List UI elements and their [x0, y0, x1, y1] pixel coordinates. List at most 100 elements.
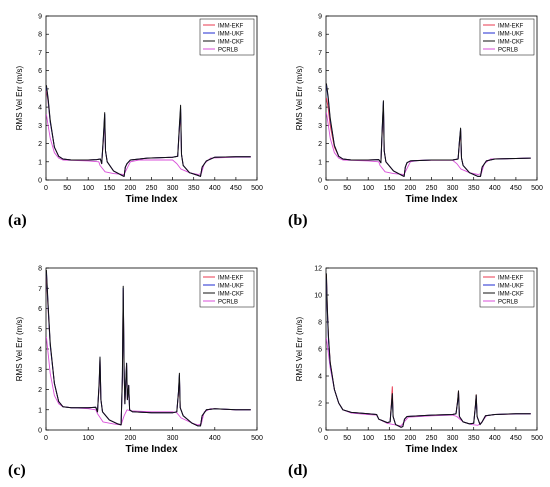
chart-panel-1: 0 50 100 150 200 250 300 350 400 450 500 0 1 2 3 4 5 6 7 8 9…: [295, 14, 543, 206]
x-tick-label: 400: [209, 435, 221, 442]
x-axis-label: Time Index: [125, 444, 177, 455]
x-tick-label: 100: [362, 435, 374, 442]
chart-panel-2: 0 100 200 300 400 500 0 1 2 3 4 5 6 7 8 Time Index RMS V…: [15, 266, 263, 456]
y-tick-label: 10: [314, 293, 322, 300]
y-tick-label: 1: [38, 159, 42, 166]
panel-label-d: (d): [288, 462, 308, 479]
y-tick-label: 7: [38, 50, 42, 57]
x-tick-label: 100: [82, 185, 94, 192]
series-line-imm-ckf: [45, 85, 251, 177]
series-line-imm-ckf: [325, 273, 531, 428]
panel-label-b: (b): [288, 212, 308, 229]
x-tick-label: 250: [146, 185, 158, 192]
x-tick-label: 50: [343, 185, 351, 192]
x-tick-label: 50: [343, 435, 351, 442]
x-axis-label: Time Index: [405, 194, 457, 205]
legend-entry: PCRLB: [498, 47, 518, 53]
y-tick-label: 1: [318, 159, 322, 166]
y-tick-label: 2: [38, 387, 42, 394]
y-tick-label: 5: [38, 86, 42, 93]
legend-entry: PCRLB: [498, 299, 518, 305]
y-tick-label: 5: [318, 86, 322, 93]
y-tick-label: 8: [38, 266, 42, 273]
x-tick-label: 500: [251, 185, 263, 192]
x-tick-label: 400: [489, 435, 501, 442]
y-tick-label: 8: [38, 32, 42, 39]
y-tick-label: 4: [318, 105, 322, 112]
x-tick-label: 200: [125, 185, 137, 192]
x-tick-label: 400: [209, 185, 221, 192]
legend-entry: IMM-EKF: [218, 23, 244, 29]
y-tick-label: 4: [38, 105, 42, 112]
legend-entry: IMM-CKF: [498, 39, 524, 45]
legend-entry: IMM-UKF: [498, 31, 524, 37]
legend-entry: PCRLB: [218, 299, 238, 305]
y-tick-label: 4: [38, 347, 42, 354]
series-line-pcrlb: [45, 336, 251, 426]
y-axis-label: RMS Vel Err (m/s): [15, 65, 24, 130]
series-line-imm-ukf: [45, 87, 251, 177]
legend-entry: IMM-EKF: [218, 275, 244, 281]
panel-label-c: (c): [8, 462, 26, 479]
chart-panel-3: 0 50 100 150 200 250 300 350 400 450 500 0 2 4 6 8 10 12 T…: [295, 266, 543, 456]
y-tick-label: 0: [38, 178, 42, 185]
y-tick-label: 4: [318, 374, 322, 381]
legend-entry: IMM-UKF: [498, 283, 524, 289]
y-tick-label: 0: [318, 428, 322, 435]
y-tick-label: 7: [38, 286, 42, 293]
series-line-imm-ekf: [325, 97, 531, 177]
x-tick-label: 450: [230, 185, 242, 192]
y-axis-label: RMS Vel Err (m/s): [295, 316, 304, 381]
legend-entry: IMM-EKF: [498, 275, 524, 281]
legend-entry: IMM-CKF: [218, 291, 244, 297]
x-tick-label: 250: [426, 435, 438, 442]
y-tick-label: 9: [318, 14, 322, 21]
y-tick-label: 6: [318, 68, 322, 75]
x-tick-label: 200: [405, 435, 417, 442]
panel-label-a: (a): [8, 212, 27, 229]
y-tick-label: 6: [318, 347, 322, 354]
legend-entry: IMM-UKF: [218, 31, 244, 37]
x-tick-label: 450: [510, 435, 522, 442]
x-tick-label: 500: [531, 435, 543, 442]
x-axis-label: Time Index: [405, 444, 457, 455]
x-axis-label: Time Index: [125, 194, 177, 205]
x-tick-label: 0: [44, 185, 48, 192]
x-tick-label: 350: [468, 435, 480, 442]
x-tick-label: 150: [383, 435, 395, 442]
legend-entry: IMM-CKF: [218, 39, 244, 45]
y-tick-label: 3: [38, 367, 42, 374]
y-tick-label: 7: [318, 50, 322, 57]
y-tick-label: 2: [318, 141, 322, 148]
y-tick-label: 5: [38, 326, 42, 333]
legend-entry: IMM-CKF: [498, 291, 524, 297]
x-tick-label: 500: [531, 185, 543, 192]
legend-entry: IMM-EKF: [498, 23, 524, 29]
series-line-imm-ckf: [45, 269, 251, 427]
x-tick-label: 350: [468, 185, 480, 192]
x-tick-label: 300: [167, 185, 179, 192]
x-tick-label: 450: [510, 185, 522, 192]
y-tick-label: 6: [38, 306, 42, 313]
chart-panel-0: 0 50 100 150 200 250 300 350 400 450 500 0 1 2 3 4 5 6 7 8 9…: [15, 14, 263, 206]
x-tick-label: 0: [44, 435, 48, 442]
y-tick-label: 0: [38, 428, 42, 435]
y-tick-label: 3: [38, 123, 42, 130]
x-tick-label: 350: [188, 185, 200, 192]
series-line-pcrlb: [325, 112, 531, 175]
y-axis-label: RMS Vel Err (m/s): [295, 65, 304, 130]
x-tick-label: 100: [362, 185, 374, 192]
x-tick-label: 250: [426, 185, 438, 192]
y-tick-label: 2: [318, 401, 322, 408]
y-tick-label: 12: [314, 266, 322, 273]
x-tick-label: 0: [324, 435, 328, 442]
series-line-imm-ckf: [325, 83, 531, 177]
series-line-imm-ukf: [325, 85, 531, 177]
y-tick-label: 1: [38, 407, 42, 414]
y-tick-label: 8: [318, 32, 322, 39]
x-tick-label: 500: [251, 435, 263, 442]
legend-entry: PCRLB: [218, 47, 238, 53]
y-tick-label: 8: [318, 320, 322, 327]
x-tick-label: 300: [447, 435, 459, 442]
